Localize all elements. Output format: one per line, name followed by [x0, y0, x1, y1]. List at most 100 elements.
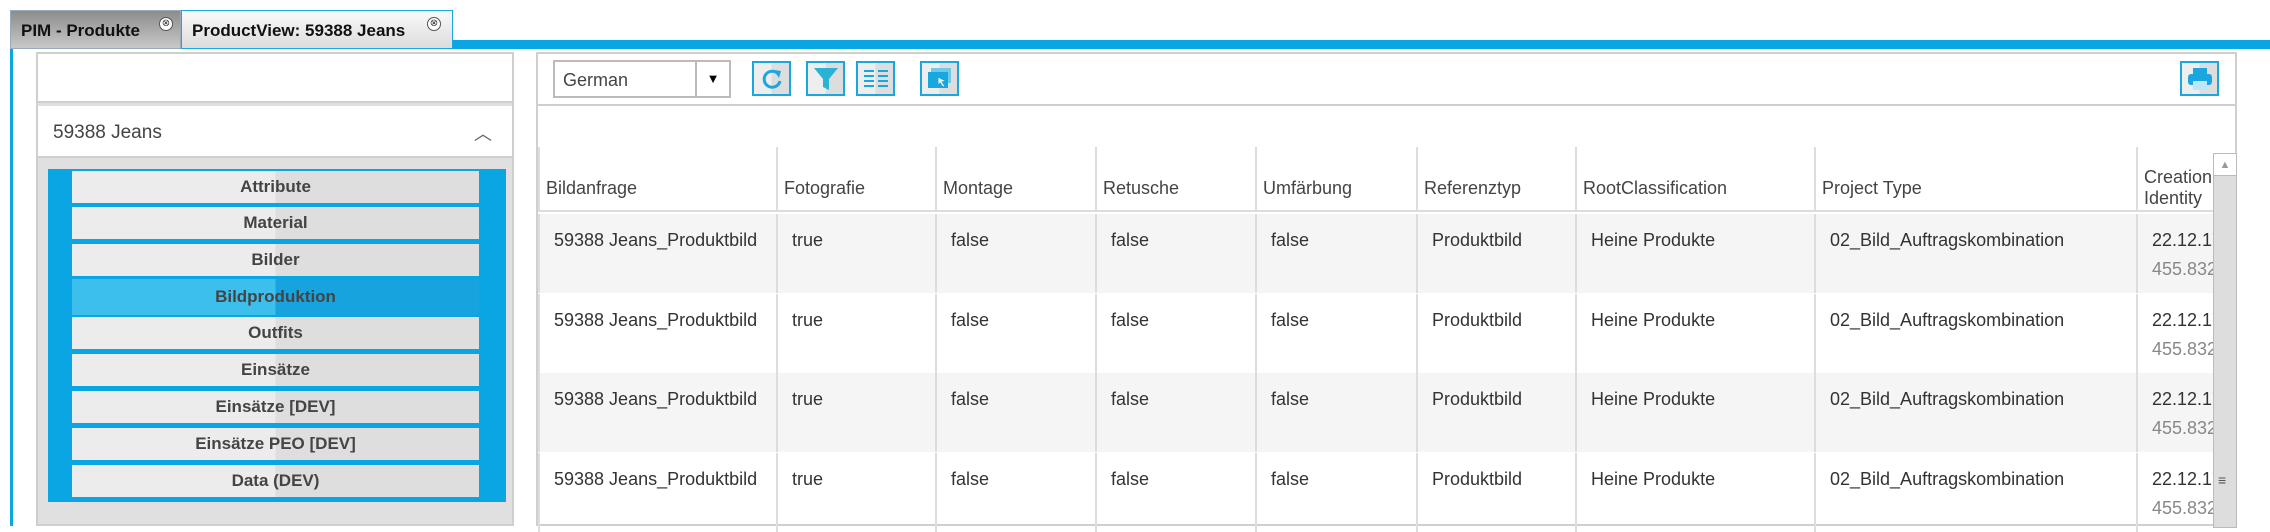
- column-header[interactable]: Retusche: [1097, 147, 1257, 210]
- cell-subvalue: 455.832: [2152, 497, 2213, 518]
- cell-value: false: [951, 389, 990, 409]
- table-cell: Produktbild: [1418, 373, 1577, 452]
- table-row[interactable]: 59388 Jeans_Produktbild true false false fal…: [538, 214, 2213, 293]
- nav-item-attribute[interactable]: Attribute: [72, 171, 479, 203]
- column-header[interactable]: Creation Identity: [2144, 167, 2213, 208]
- cell-value: false: [1111, 309, 1150, 330]
- column-header[interactable]: Project Type: [1816, 147, 2138, 210]
- cell-value: false: [1111, 230, 1150, 250]
- dropdown-arrow-icon[interactable]: ▼: [695, 62, 729, 96]
- nav-item-outfits[interactable]: Outfits: [72, 317, 479, 349]
- cell-value: false: [1111, 468, 1150, 489]
- table-cell: 59388 Jeans_Produktbild: [538, 293, 778, 373]
- nav-item-data-dev[interactable]: Data (DEV): [72, 465, 479, 497]
- cell-subvalue: 455.832: [2152, 259, 2213, 279]
- table-row[interactable]: 59388 Jeans_Produktbild true false false fal…: [538, 373, 2213, 452]
- table-cell: true: [778, 373, 937, 452]
- filter-button[interactable]: [806, 61, 845, 96]
- cell-value: 02_Bild_Auftragskombination: [1830, 309, 2065, 330]
- scroll-grip-icon[interactable]: ≡: [2218, 472, 2227, 488]
- language-value: German: [563, 70, 629, 90]
- cell-value: 22.12.17: [2152, 389, 2213, 409]
- table-cell: false: [1097, 452, 1257, 532]
- column-header[interactable]: Bildanfrage: [538, 147, 778, 210]
- table-cell: 22.12.17 455.832: [2138, 453, 2213, 532]
- filter-icon: [813, 67, 838, 90]
- close-icon[interactable]: ⊗: [159, 17, 173, 31]
- cell-value: 59388 Jeans_Produktbild: [554, 230, 758, 250]
- product-header[interactable]: 59388 Jeans ︿: [38, 106, 512, 158]
- columns-button[interactable]: [856, 61, 895, 96]
- table-cell: false: [1257, 452, 1418, 532]
- nav-item-einsaetze[interactable]: Einsätze: [72, 354, 479, 386]
- column-header[interactable]: Referenztyp: [1418, 147, 1577, 210]
- table-cell: false: [1097, 373, 1257, 452]
- cell-value: Produktbild: [1432, 230, 1523, 250]
- cell-value: true: [792, 389, 824, 409]
- column-header[interactable]: Montage: [937, 147, 1097, 210]
- table-cell: 02_Bild_Auftragskombination: [1816, 214, 2138, 293]
- content-frame: [10, 49, 2270, 526]
- cell-value: 02_Bild_Auftragskombination: [1830, 468, 2065, 489]
- table-cell: 59388 Jeans_Produktbild: [538, 452, 778, 532]
- cell-value: true: [792, 468, 824, 489]
- cell-subvalue: 455.832: [2152, 338, 2213, 359]
- cell-value: 59388 Jeans_Produktbild: [554, 309, 758, 330]
- refresh-button[interactable]: [752, 61, 791, 96]
- table-cell: true: [778, 452, 937, 532]
- cell-value: false: [1271, 230, 1310, 250]
- language-select[interactable]: German ▼: [553, 60, 731, 98]
- column-header[interactable]: Fotografie: [778, 147, 937, 210]
- table-cell: false: [937, 214, 1097, 293]
- cell-value: Heine Produkte: [1591, 230, 1716, 250]
- close-icon[interactable]: ⊗: [427, 17, 441, 31]
- table-cell: 59388 Jeans_Produktbild: [538, 214, 778, 293]
- tab-productview[interactable]: ProductView: 59388 Jeans ⊗: [181, 10, 453, 49]
- scroll-up-icon[interactable]: ▲: [2214, 154, 2236, 176]
- table-cell: false: [937, 452, 1097, 532]
- nav-item-bilder[interactable]: Bilder: [72, 244, 479, 276]
- chevron-up-icon[interactable]: ︿: [474, 124, 492, 144]
- table-cell: false: [1257, 293, 1418, 373]
- table-cell: Heine Produkte: [1577, 214, 1816, 293]
- cell-value: false: [951, 309, 990, 330]
- table-row[interactable]: 59388 Jeans_Produktbild true false false fal…: [538, 452, 2213, 532]
- vertical-scrollbar[interactable]: ▲ ≡: [2213, 153, 2237, 528]
- tab-label: ProductView: 59388 Jeans: [192, 21, 406, 40]
- select-window-button[interactable]: [920, 61, 959, 96]
- table-cell: 02_Bild_Auftragskombination: [1816, 373, 2138, 452]
- cell-value: 02_Bild_Auftragskombination: [1830, 230, 2065, 250]
- column-header[interactable]: RootClassification: [1577, 147, 1816, 210]
- table-cell: false: [1257, 373, 1418, 452]
- left-panel-top: [38, 54, 512, 103]
- cell-value: 02_Bild_Auftragskombination: [1830, 389, 2065, 409]
- nav-item-bildproduktion[interactable]: Bildproduktion: [72, 279, 479, 315]
- nav-item-material[interactable]: Material: [72, 207, 479, 239]
- cell-value: 59388 Jeans_Produktbild: [554, 468, 758, 489]
- table-cell: 22.12.17 455.832: [2138, 294, 2213, 373]
- left-panel: 59388 Jeans ︿ Attribute Material Bilder …: [36, 52, 514, 526]
- table-cell: true: [778, 293, 937, 373]
- table-cell: Produktbild: [1418, 214, 1577, 293]
- cell-value: false: [1271, 468, 1310, 489]
- cell-value: Heine Produkte: [1591, 309, 1716, 330]
- cell-value: Produktbild: [1432, 468, 1523, 489]
- table-cell: false: [1097, 214, 1257, 293]
- cell-value: false: [1271, 309, 1310, 330]
- cell-value: Produktbild: [1432, 309, 1523, 330]
- nav-item-einsaetze-peo-dev[interactable]: Einsätze PEO [DEV]: [72, 428, 479, 460]
- table-cell: false: [1097, 293, 1257, 373]
- cell-value: Heine Produkte: [1591, 389, 1716, 409]
- table-cell: Produktbild: [1418, 452, 1577, 532]
- table-row[interactable]: 59388 Jeans_Produktbild true false false fal…: [538, 293, 2213, 373]
- cell-value: false: [1111, 389, 1150, 409]
- column-header[interactable]: Umfärbung: [1257, 147, 1418, 210]
- table-cell: 02_Bild_Auftragskombination: [1816, 293, 2138, 373]
- cell-value: true: [792, 230, 824, 250]
- table-header: Bildanfrage Fotografie Montage Retusche …: [538, 147, 2213, 212]
- nav-item-einsaetze-dev[interactable]: Einsätze [DEV]: [72, 391, 479, 423]
- tab-pim-produkte[interactable]: PIM - Produkte ⊗: [10, 10, 181, 49]
- cell-value: false: [951, 230, 990, 250]
- table-cell: true: [778, 214, 937, 293]
- print-button[interactable]: [2180, 61, 2219, 96]
